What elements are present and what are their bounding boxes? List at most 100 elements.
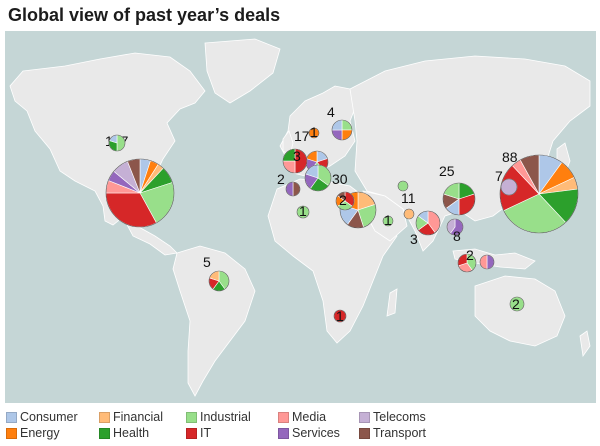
australia <box>474 275 566 347</box>
legend-item-financial[interactable]: Financial <box>99 410 163 424</box>
legend-item-media[interactable]: Media <box>278 410 326 424</box>
bubble-pakistan[interactable]: 11 <box>401 190 416 220</box>
bubble-outline <box>457 253 477 273</box>
bubble-count-label: 5 <box>203 254 211 270</box>
bubble-count-label: 11 <box>401 190 416 206</box>
bubble-outline <box>499 154 579 234</box>
bubble-outline <box>304 164 332 192</box>
bubble-count-label: 7 <box>495 168 503 184</box>
legend-label: Telecoms <box>373 410 426 424</box>
legend-label: Media <box>292 410 327 424</box>
bubble-count-label: 30 <box>332 171 348 187</box>
bubble-germany[interactable] <box>304 164 332 192</box>
bubble-outline <box>500 178 518 196</box>
bubble-australia[interactable]: 2 <box>509 296 525 312</box>
legend-label: Industrial <box>200 410 251 424</box>
bubble-count-label: 3 <box>293 148 301 164</box>
legend-swatch <box>99 427 110 439</box>
bubble-outline <box>296 205 310 219</box>
legend-label: Financial <box>113 410 164 424</box>
bubble-outline <box>208 270 230 292</box>
bubble-count-label: 17 <box>294 128 310 144</box>
legend-label: Consumer <box>20 410 78 424</box>
bubble-count-label: 1 <box>310 124 318 140</box>
madagascar <box>386 288 398 317</box>
bubble-count-label: 88 <box>502 149 518 165</box>
world-map[interactable]: 137541713302121113258887221 <box>5 31 596 403</box>
legend-item-health[interactable]: Health <box>99 426 149 440</box>
bubble-count-label: 1 <box>384 212 392 228</box>
bubble-outline <box>331 119 353 141</box>
bubble-count-label: 2 <box>339 192 347 208</box>
bubble-outline <box>285 181 301 197</box>
legend-item-industrial[interactable]: Industrial <box>186 410 251 424</box>
bubble-philippines[interactable] <box>479 254 495 270</box>
bubble-spain[interactable]: 2 <box>277 171 301 197</box>
bubble-outline <box>403 208 415 220</box>
bubble-outline <box>446 218 464 236</box>
land-layer <box>9 38 591 397</box>
british-isles <box>282 130 294 156</box>
legend-item-telecoms[interactable]: Telecoms <box>359 410 426 424</box>
bubble-outline <box>333 309 347 323</box>
legend-label: IT <box>200 426 212 440</box>
bubble-outline <box>382 215 394 227</box>
legend-item-transport[interactable]: Transport <box>359 426 426 440</box>
bubble-count-label: 2 <box>466 247 474 263</box>
legend-swatch <box>186 411 197 423</box>
new-zealand <box>579 330 591 358</box>
bubble-canada[interactable] <box>108 134 126 152</box>
bubble-layer: 137541713302121113258887221 <box>105 104 579 324</box>
bubble-scandinavia[interactable]: 4 <box>327 104 353 141</box>
legend-swatch <box>6 411 17 423</box>
bubble-indonesia[interactable]: 2 <box>457 247 477 273</box>
greenland <box>204 38 281 104</box>
bubble-central-asia[interactable] <box>397 180 409 192</box>
bubble-outline <box>397 180 409 192</box>
bubble-outline <box>442 182 476 216</box>
legend-label: Transport <box>373 426 427 440</box>
bubble-north-africa[interactable]: 1 <box>296 203 310 219</box>
legend-item-consumer[interactable]: Consumer <box>6 410 78 424</box>
legend-item-it[interactable]: IT <box>186 426 211 440</box>
bubble-se-asia[interactable]: 8 <box>446 218 464 244</box>
bubble-east-asia[interactable]: 88 <box>499 149 579 234</box>
chart-title: Global view of past year’s deals <box>8 5 281 25</box>
bubble-count-label: 2 <box>512 296 520 312</box>
bubble-south-america[interactable]: 5 <box>203 254 230 292</box>
bubble-south-africa[interactable]: 1 <box>333 308 347 324</box>
bubble-outline <box>108 134 126 152</box>
bubble-outline <box>335 191 355 211</box>
bubble-outline <box>509 296 525 312</box>
legend: Consumer Energy Financial Health Industrial I… <box>6 410 596 444</box>
south-america <box>172 245 256 397</box>
bubble-count-label: 8 <box>453 228 461 244</box>
legend-swatch <box>6 427 17 439</box>
legend-item-energy[interactable]: Energy <box>6 426 60 440</box>
bubble-france[interactable]: 3 <box>282 148 308 174</box>
bubble-outline <box>105 158 175 228</box>
bubble-outline <box>415 210 441 236</box>
bubble-outline <box>479 254 495 270</box>
bubble-count-label: 1 <box>299 203 307 219</box>
legend-swatch <box>359 427 370 439</box>
bubble-count-label: 2 <box>277 171 285 187</box>
legend-swatch <box>99 411 110 423</box>
legend-item-services[interactable]: Services <box>278 426 340 440</box>
legend-swatch <box>278 411 289 423</box>
bubble-outline <box>339 191 377 229</box>
legend-swatch <box>278 427 289 439</box>
bubble-outline <box>282 148 308 174</box>
bubble-count-label: 1 <box>336 308 344 324</box>
bubble-count-label: 25 <box>439 163 455 179</box>
bubble-middle-east[interactable]: 2 <box>335 191 355 211</box>
bubble-outline <box>308 127 320 139</box>
bubble-india[interactable]: 3 <box>410 210 441 247</box>
bubble-china-west[interactable]: 25 <box>439 163 476 216</box>
bubble-count-label: 3 <box>410 231 418 247</box>
bubble-uk-small[interactable]: 1 <box>308 124 320 140</box>
bubble-east-africa[interactable]: 1 <box>382 212 394 228</box>
bubble-east-asia-7[interactable]: 7 <box>495 168 518 196</box>
legend-swatch <box>359 411 370 423</box>
legend-label: Health <box>113 426 150 440</box>
